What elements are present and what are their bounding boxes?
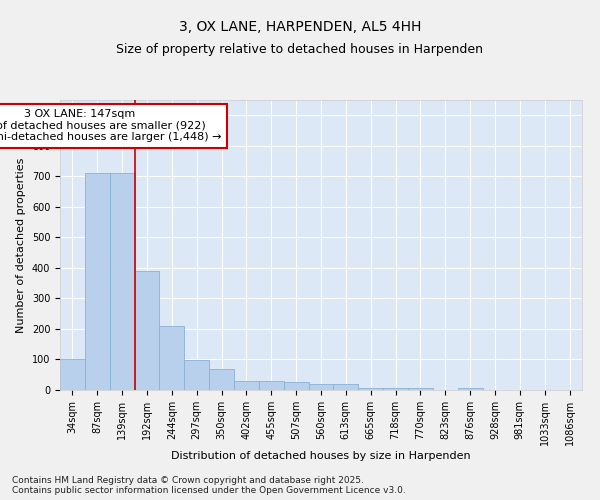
- Bar: [134, 271, 160, 390]
- Y-axis label: Number of detached properties: Number of detached properties: [16, 158, 26, 332]
- Bar: [85, 174, 110, 390]
- Text: 3 OX LANE: 147sqm
← 39% of detached houses are smaller (922)
61% of semi-detache: 3 OX LANE: 147sqm ← 39% of detached hous…: [0, 109, 221, 142]
- Text: 3, OX LANE, HARPENDEN, AL5 4HH: 3, OX LANE, HARPENDEN, AL5 4HH: [179, 20, 421, 34]
- Bar: [284, 382, 308, 390]
- Bar: [60, 360, 85, 390]
- Bar: [308, 384, 334, 390]
- Bar: [209, 368, 234, 390]
- Bar: [458, 388, 482, 390]
- Bar: [358, 388, 383, 390]
- Bar: [110, 174, 134, 390]
- Bar: [334, 384, 358, 390]
- X-axis label: Distribution of detached houses by size in Harpenden: Distribution of detached houses by size …: [171, 450, 471, 460]
- Bar: [259, 381, 284, 390]
- Bar: [408, 388, 433, 390]
- Bar: [234, 381, 259, 390]
- Bar: [160, 326, 184, 390]
- Text: Contains HM Land Registry data © Crown copyright and database right 2025.
Contai: Contains HM Land Registry data © Crown c…: [12, 476, 406, 495]
- Bar: [184, 360, 209, 390]
- Text: Size of property relative to detached houses in Harpenden: Size of property relative to detached ho…: [116, 42, 484, 56]
- Bar: [383, 388, 408, 390]
